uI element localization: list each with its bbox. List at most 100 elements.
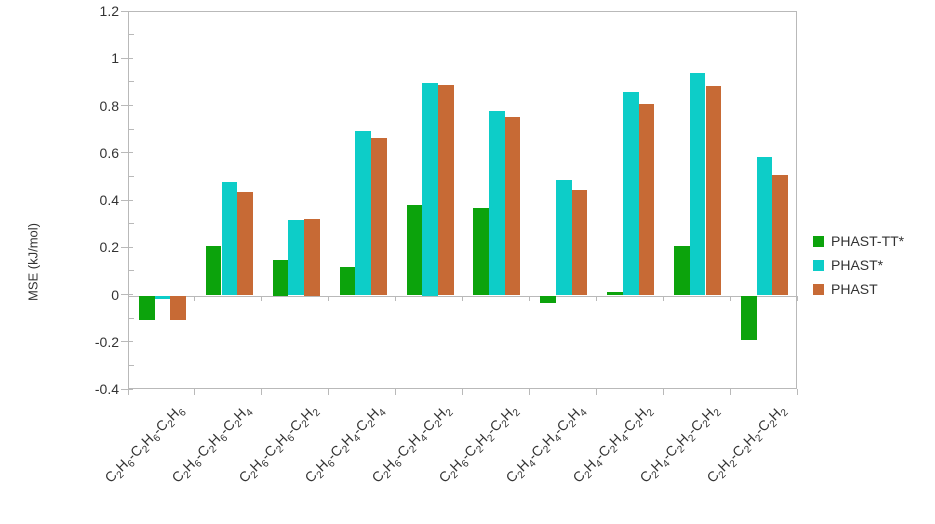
bar-phast (154, 295, 171, 300)
legend-label: PHAST* (831, 257, 884, 273)
bar-phast (288, 219, 305, 296)
y-tick-label: 0.2 (99, 239, 119, 256)
bar-phast (689, 73, 706, 296)
x-zero-tick (662, 295, 664, 301)
x-bottom-tick (395, 389, 397, 395)
x-zero-tick (462, 295, 463, 301)
bar-phast (304, 218, 320, 296)
legend-item: PHAST (813, 277, 904, 301)
x-category-label-text: C2H6-C2H6-C2H2 (234, 404, 323, 486)
y-major-tick (121, 388, 133, 390)
x-zero-tick (261, 295, 263, 301)
bar-phast (556, 179, 572, 296)
x-category-label-text: C2H6-C2H6-C2H4 (168, 404, 256, 486)
y-tick-label: 0 (111, 286, 119, 303)
bar-phast (504, 117, 521, 296)
y-minor-tick (129, 128, 134, 130)
x-bottom-tick (796, 389, 798, 395)
legend-swatch (813, 235, 824, 247)
x-category-label-text: C2H4-C2H4-C2H4 (502, 404, 590, 486)
legend-swatch (813, 283, 824, 295)
y-major-tick (121, 341, 133, 343)
x-zero-tick (194, 295, 196, 301)
x-zero-tick (595, 295, 597, 301)
y-minor-tick (129, 223, 134, 225)
y-major-tick (121, 10, 133, 12)
bar-phast-tt (540, 295, 556, 303)
x-zero-tick (796, 295, 798, 301)
bar-phast-tt (674, 245, 690, 296)
x-bottom-tick (729, 389, 731, 395)
x-category-label-text: C2H6-C2H4-C2H4 (301, 404, 390, 486)
y-minor-tick (129, 175, 134, 177)
x-category-label-text: C2H6-C2H2-C2H2 (435, 404, 523, 486)
y-minor-tick (129, 34, 134, 36)
y-minor-tick (129, 364, 134, 366)
x-category-label-text: C2H4-C2H2-C2H2 (636, 404, 724, 486)
y-major-tick (121, 199, 133, 201)
x-category-label-text: C2H4-C2H4-C2H2 (569, 404, 657, 486)
x-bottom-tick (595, 389, 597, 395)
y-major-tick (121, 152, 133, 154)
bar-phast (355, 131, 371, 296)
bar-phast-tt (607, 291, 623, 296)
y-major-tick (121, 57, 133, 59)
y-tick-label: 1.2 (99, 3, 119, 19)
bar-phast-tt (473, 208, 490, 296)
x-category-label-text: C2H6-C2H4-C2H2 (368, 404, 457, 486)
y-minor-tick (129, 270, 134, 272)
x-zero-tick (395, 295, 397, 301)
x-bottom-tick (328, 389, 330, 395)
x-bottom-tick (528, 389, 530, 395)
y-tick-label: 0.8 (99, 97, 119, 114)
x-zero-tick (127, 295, 129, 301)
bar-phast-tt (138, 295, 155, 321)
x-bottom-tick (261, 389, 263, 395)
x-zero-tick (528, 295, 530, 301)
bar-phast (371, 138, 387, 296)
bar-phast-tt (406, 204, 423, 296)
x-category-label-text: C2H6-C2H6-C2H6 (101, 404, 189, 486)
y-tick-label: 0.6 (99, 144, 119, 161)
bar-phast (221, 182, 238, 296)
bar-phast (237, 191, 253, 296)
bar-phast (489, 111, 505, 296)
y-tick-label: 1 (111, 50, 119, 67)
y-minor-tick (129, 81, 134, 83)
bar-phast (756, 157, 773, 296)
bar-phast (705, 86, 722, 296)
legend-item: PHAST-TT* (813, 229, 904, 253)
y-tick-label: -0.2 (94, 333, 119, 350)
x-zero-tick (729, 295, 731, 301)
bar-phast (422, 82, 438, 296)
x-bottom-tick (462, 389, 463, 395)
legend-label: PHAST-TT* (831, 233, 905, 249)
bar-phast (437, 85, 454, 296)
bar-phast-tt (741, 295, 757, 341)
bar-phast (772, 175, 789, 296)
x-bottom-tick (194, 389, 196, 395)
bar-phast (170, 295, 186, 321)
legend-item: PHAST* (813, 253, 904, 277)
x-bottom-tick (127, 389, 129, 395)
x-category-label-text: C2H2-C2H2-C2H2 (703, 404, 791, 486)
y-major-tick (121, 294, 133, 295)
bar-phast (638, 104, 655, 296)
bar-phast (571, 190, 588, 296)
x-bottom-tick (662, 389, 664, 395)
bar-phast-tt (339, 267, 356, 296)
y-axis-title: MSE (kJ/mol) (25, 223, 41, 301)
y-minor-tick (129, 317, 134, 319)
y-tick-label: -0.4 (94, 381, 119, 397)
legend-label: PHAST (831, 281, 878, 297)
bar-phast-tt (205, 245, 222, 296)
y-major-tick (121, 105, 133, 106)
bar-phast-tt (272, 260, 289, 296)
legend-swatch (813, 259, 824, 271)
bar-phast (622, 92, 639, 296)
y-tick-label: 0.4 (99, 192, 119, 208)
x-zero-tick (328, 295, 330, 301)
y-major-tick (121, 246, 133, 248)
plot-area (128, 11, 797, 389)
